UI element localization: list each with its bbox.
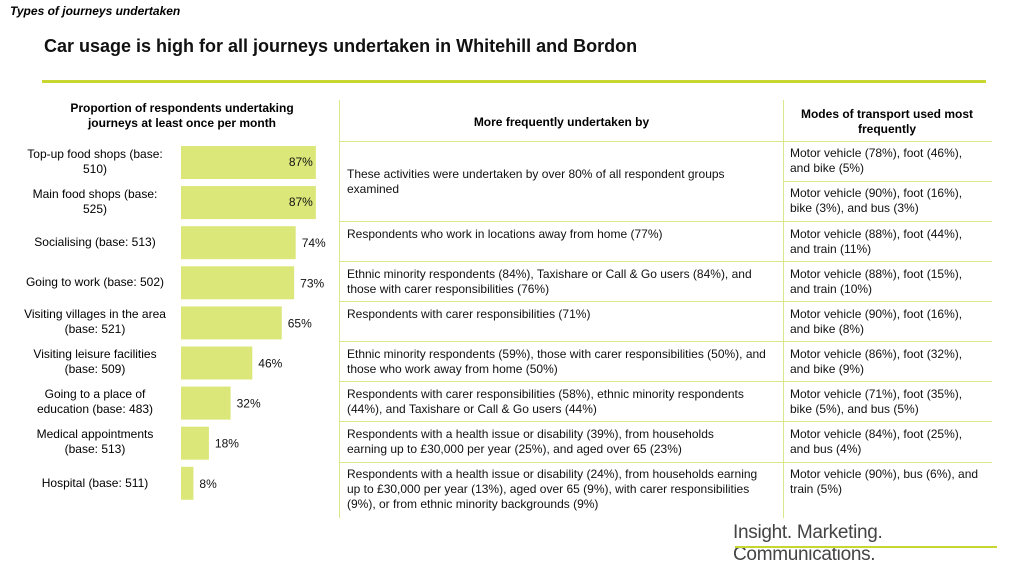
row-rule [339,341,992,342]
bar-value-label: 74% [302,236,326,250]
modes-cell: Motor vehicle (86%), foot (32%), and bik… [790,347,963,376]
modes-cell: Motor vehicle (84%), foot (25%), and bus… [790,427,963,456]
company-logo: Insight. Marketing. Communications. [733,522,883,565]
category-label: Socialising (base: 513) [34,234,156,249]
category-label: Top-up food shops (base: 510) [27,147,163,176]
header-frequent: More frequently undertaken by [473,114,650,129]
frequent-cell: Respondents with carer responsibilities … [347,387,744,416]
modes-cell: Motor vehicle (71%), foot (35%), bike (5… [790,387,963,416]
frequent-cell: Respondents with a health issue or disab… [347,467,758,511]
row-rule [339,221,992,222]
bar-4 [181,306,282,340]
title-divider [42,80,986,83]
frequent-cell: Ethnic minority respondents (84%), Taxis… [347,267,752,296]
header-proportion: Proportion of respondents undertaking jo… [70,101,294,130]
modes-cell: Motor vehicle (90%), foot (16%), bike (3… [790,186,963,215]
bar-value-label: 65% [288,316,312,330]
category-label: Visiting villages in the area (base: 521… [24,307,166,336]
frequent-cell: Respondents with a health issue or disab… [347,427,714,456]
bar-value-label: 8% [199,477,217,491]
bar-value-label: 46% [258,357,282,371]
bar-1 [181,186,316,220]
row-rule [339,301,992,302]
bar-value-label: 87% [289,195,313,209]
category-label: Main food shops (base: 525) [32,187,158,216]
category-label: Medical appointments (base: 513) [36,427,154,456]
column-divider [783,100,784,518]
category-label: Going to work (base: 502) [25,274,165,289]
bar-value-label: 73% [300,276,324,290]
modes-cell: Motor vehicle (90%), foot (16%), and bik… [790,307,963,336]
column-divider [339,100,340,518]
bar-8 [181,466,194,500]
row-rule [783,181,992,182]
row-rule [339,261,992,262]
page-title: Car usage is high for all journeys under… [44,36,638,56]
modes-cell: Motor vehicle (90%), bus (6%), and train… [790,467,979,496]
header-modes: Modes of transport used most frequently [800,107,973,136]
modes-cell: Motor vehicle (78%), foot (46%), and bik… [790,146,963,175]
bar-6 [181,386,231,420]
category-label: Going to a place of education (base: 483… [36,387,154,416]
bar-5 [181,346,253,380]
bar-3 [181,266,295,300]
category-label: Visiting leisure facilities (base: 509) [33,347,157,376]
bar-value-label: 32% [237,397,261,411]
section-label: Types of journeys undertaken [10,4,181,18]
bar-2 [181,226,296,260]
row-rule [339,462,992,463]
modes-cell: Motor vehicle (88%), foot (44%), and tra… [790,227,963,256]
row-rule [339,381,992,382]
bar-0 [181,146,316,179]
category-label: Hospital (base: 511) [41,475,149,490]
frequent-cell: These activities were undertaken by over… [347,167,725,196]
bar-value-label: 18% [215,437,239,451]
bar-7 [181,426,209,460]
row-rule [339,421,992,422]
modes-cell: Motor vehicle (88%), foot (15%), and tra… [790,267,963,296]
frequent-cell: Respondents with carer responsibilities … [347,307,591,321]
header-rule [339,141,992,142]
bar-value-label: 87% [289,155,313,169]
logo-underline [735,546,997,548]
frequent-cell: Ethnic minority respondents (59%), those… [347,347,766,376]
frequent-cell: Respondents who work in locations away f… [347,227,663,241]
bar-chart: 87% 87% 74% 73% 65% 46% 32% 18% 8% [181,146,326,500]
